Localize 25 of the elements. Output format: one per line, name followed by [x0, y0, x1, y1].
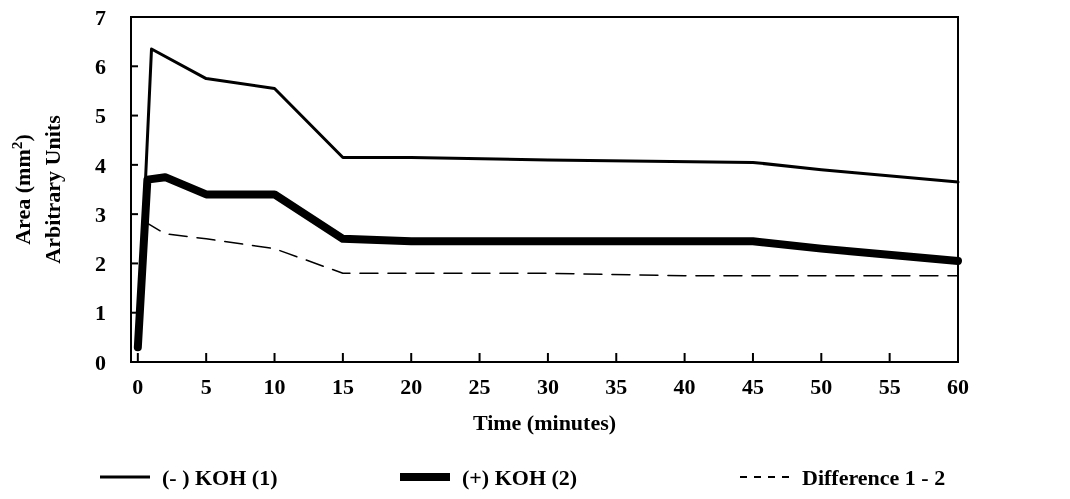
x-tick-label: 20: [400, 374, 423, 399]
x-axis-title: Time (minutes): [472, 410, 617, 435]
x-tick-label: 25: [468, 374, 491, 399]
y-tick-label: 5: [95, 103, 106, 129]
y-tick-label: 1: [95, 300, 106, 326]
x-tick-label: 10: [263, 374, 286, 399]
y-tick-label: 6: [95, 53, 106, 79]
x-tick-label: 45: [741, 374, 764, 399]
x-tick-label: 35: [605, 374, 628, 399]
x-tick-label: 0: [132, 374, 144, 399]
x-tick-label: 30: [536, 374, 559, 399]
x-tick-label: 50: [810, 374, 833, 399]
y-tick-label: 4: [95, 152, 106, 178]
y-tick-label: 7: [95, 4, 106, 30]
legend-label: (- ) KOH (1): [162, 464, 278, 490]
x-tick-label: 60: [947, 374, 969, 399]
legend-label: (+) KOH (2): [462, 464, 578, 490]
x-tick-label: 5: [200, 374, 212, 399]
x-tick-label: 55: [878, 374, 901, 399]
y-tick-label: 2: [95, 251, 106, 277]
x-tick-label: 40: [673, 374, 696, 399]
legend-label: Difference 1 - 2: [802, 464, 946, 490]
y-tick-label: 0: [95, 349, 106, 375]
x-tick-label: 15: [331, 374, 354, 399]
y-tick-label: 3: [95, 201, 106, 227]
